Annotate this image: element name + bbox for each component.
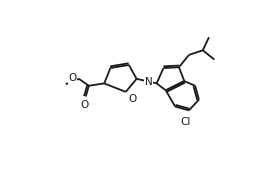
Text: O: O [68, 73, 76, 83]
Text: O: O [128, 94, 136, 104]
Text: Cl: Cl [180, 117, 190, 127]
Text: N: N [145, 77, 153, 87]
Text: O: O [81, 100, 89, 110]
